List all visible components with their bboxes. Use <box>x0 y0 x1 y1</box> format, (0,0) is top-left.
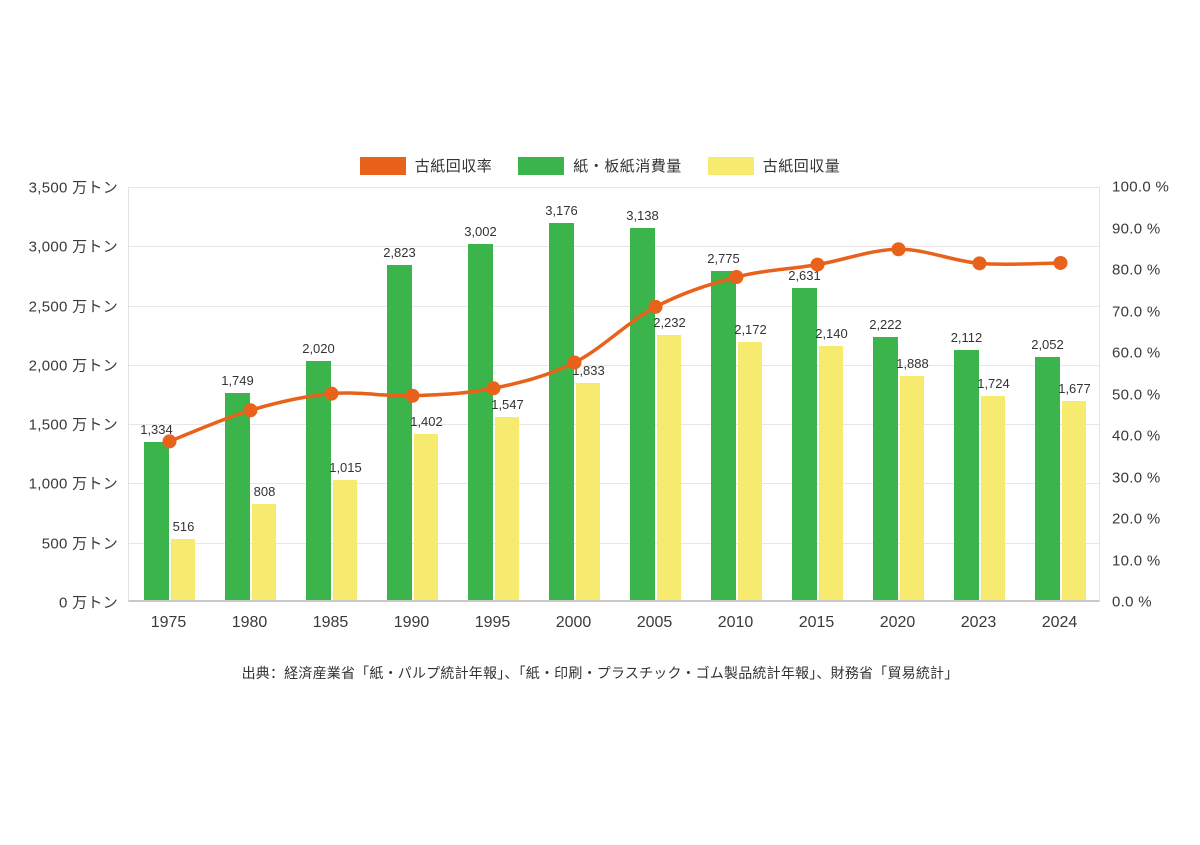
right-axis-tick: 30.0 % <box>1112 469 1161 486</box>
bar-value-label-recovered: 1,888 <box>896 356 929 372</box>
bar-value-label-consumption: 2,020 <box>302 340 335 356</box>
left-axis-tick: 3,500 万トン <box>28 179 118 197</box>
left-axis-tick: 1,000 万トン <box>28 475 118 493</box>
right-axis-tick: 20.0 % <box>1112 510 1161 528</box>
bar-value-label-recovered: 1,547 <box>491 396 524 412</box>
legend-item-paper-consumption: 紙・板紙消費量 <box>518 155 682 176</box>
source-note: 出典：経済産業省「紙・パルプ統計年報」、「紙・印刷・プラスチック・ゴム製品統計年… <box>241 665 959 681</box>
recovery-rate-point <box>972 256 987 271</box>
bar-paper-consumption <box>386 265 412 600</box>
left-axis: 3,500 万トン 3,000 万トン 2,500 万トン 2,000 万トン 1,50… <box>0 180 118 612</box>
x-axis-tick: 2005 <box>636 614 673 631</box>
left-axis-tick: 0 万トン <box>58 594 118 612</box>
x-axis-tick: 2015 <box>798 614 835 631</box>
bar-recovered-paper <box>1061 401 1086 600</box>
x-axis-tick: 1980 <box>231 614 268 631</box>
bar-value-label-recovered: 516 <box>172 518 195 534</box>
bar-recovered-paper <box>899 376 924 600</box>
x-axis-tick: 2023 <box>960 614 997 631</box>
gridline <box>129 246 1099 248</box>
right-axis-tick: 90.0 % <box>1112 220 1161 237</box>
legend-swatch-paper-consumption <box>518 156 565 175</box>
right-axis-tick: 40.0 % <box>1112 427 1161 445</box>
legend-item-recovered-paper: 古紙回収量 <box>707 155 841 176</box>
bar-recovered-paper <box>737 342 762 600</box>
bar-value-label-consumption: 2,631 <box>788 268 821 284</box>
recovery-rate-point <box>1053 255 1068 270</box>
right-axis-tick: 70.0 % <box>1112 303 1161 320</box>
bar-paper-consumption <box>467 244 493 600</box>
right-axis: 100.0 % 90.0 % 80.0 % 70.0 % 60.0 % 50.0 % 40.… <box>1112 179 1200 611</box>
recovery-rate-point <box>891 242 906 257</box>
gridline <box>129 187 1099 188</box>
bar-paper-consumption <box>710 270 736 600</box>
bar-recovered-paper <box>332 479 357 600</box>
x-axis-tick: 2020 <box>879 614 916 631</box>
bar-value-label-consumption: 3,002 <box>464 224 497 240</box>
x-axis-tick: 1985 <box>312 614 349 631</box>
bar-recovered-paper <box>251 504 276 600</box>
x-axis-tick: 1975 <box>150 614 187 631</box>
legend-swatch-recovery-rate <box>359 156 406 175</box>
bar-value-label-consumption: 3,176 <box>545 203 578 219</box>
bar-value-label-consumption: 2,775 <box>707 250 740 266</box>
bar-paper-consumption <box>629 227 655 600</box>
bar-recovered-paper <box>494 416 519 600</box>
bar-value-label-consumption: 2,222 <box>869 316 902 332</box>
left-axis-tick: 2,500 万トン <box>28 298 118 316</box>
bar-value-label-recovered: 1,015 <box>329 459 362 475</box>
bar-value-label-recovered: 2,172 <box>734 322 767 338</box>
left-axis-tick: 1,500 万トン <box>28 416 118 434</box>
legend-label-recovered-paper: 古紙回収量 <box>762 158 841 175</box>
bar-value-label-consumption: 1,334 <box>140 421 173 437</box>
bar-value-label-recovered: 1,402 <box>410 413 443 429</box>
bar-value-label-recovered: 1,724 <box>977 375 1010 391</box>
bar-paper-consumption <box>872 336 898 600</box>
bar-paper-consumption <box>548 223 574 600</box>
legend-swatch-recovered-paper <box>707 156 754 175</box>
bar-recovered-paper <box>980 395 1005 600</box>
legend: 古紙回収率 紙・板紙消費量 古紙回収量 <box>0 155 1200 176</box>
x-axis-tick: 1995 <box>474 614 511 631</box>
legend-label-recovery-rate: 古紙回収率 <box>414 158 493 175</box>
bar-value-label-consumption: 3,138 <box>626 207 659 223</box>
bar-paper-consumption <box>305 360 331 600</box>
bar-value-label-consumption: 2,052 <box>1031 336 1064 352</box>
bar-recovered-paper <box>575 382 600 600</box>
bar-value-label-recovered: 808 <box>253 484 276 500</box>
right-axis-tick: 10.0 % <box>1112 552 1161 569</box>
bar-value-label-recovered: 2,232 <box>653 315 686 331</box>
x-axis-tick: 2010 <box>717 614 754 631</box>
bar-recovered-paper <box>413 433 438 600</box>
x-axis-tick: 2000 <box>555 614 592 631</box>
plot-area: 1,334 516 1,749 808 2,020 1,015 2,823 1,402 3,00… <box>128 187 1100 602</box>
x-axis: 1975 1980 1985 1990 1995 2000 2005 2010 2015 2020… <box>128 612 1100 634</box>
bar-value-label-consumption: 1,749 <box>221 372 254 388</box>
bar-value-label-recovered: 1,833 <box>572 362 605 378</box>
gridline <box>129 483 1099 485</box>
legend-item-recovery-rate: 古紙回収率 <box>359 155 493 176</box>
bar-paper-consumption <box>143 441 169 600</box>
x-axis-tick: 2024 <box>1041 614 1078 631</box>
right-axis-tick: 50.0 % <box>1112 386 1161 403</box>
left-axis-tick: 500 万トン <box>41 535 118 553</box>
right-axis-tick: 60.0 % <box>1112 344 1161 362</box>
left-axis-tick: 3,000 万トン <box>28 238 118 256</box>
gridline <box>129 305 1099 307</box>
bar-recovered-paper <box>170 538 195 600</box>
bar-recovered-paper <box>818 346 843 600</box>
bar-recovered-paper <box>656 335 681 600</box>
x-axis-tick: 1990 <box>393 614 430 631</box>
left-axis-tick: 2,000 万トン <box>28 357 118 375</box>
legend-label-paper-consumption: 紙・板紙消費量 <box>573 158 682 175</box>
bar-value-label-consumption: 2,823 <box>383 245 416 261</box>
gridline <box>129 542 1099 544</box>
right-axis-tick: 80.0 % <box>1112 261 1161 279</box>
right-axis-tick: 0.0 % <box>1112 593 1152 611</box>
bar-value-label-recovered: 1,677 <box>1058 381 1091 397</box>
bar-value-label-consumption: 2,112 <box>950 329 983 345</box>
right-axis-tick: 100.0 % <box>1112 178 1170 196</box>
